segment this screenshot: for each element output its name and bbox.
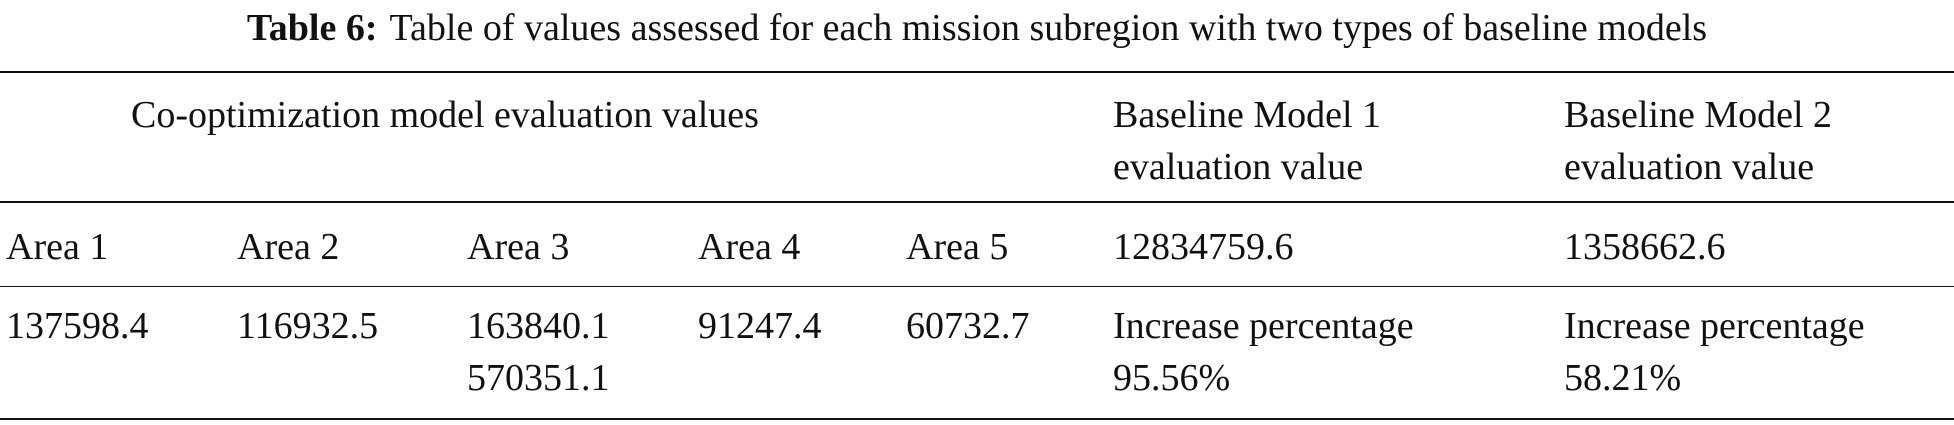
- row-rule: [0, 286, 1954, 287]
- cell-line: Co-optimization model evaluation values: [131, 94, 759, 136]
- table-cell: 60732.7: [906, 300, 1030, 352]
- cell-line: 95.56%: [1113, 357, 1231, 399]
- caption-text: Table of values assessed for each missio…: [389, 7, 1708, 49]
- header-cell: Baseline Model 1 evaluation value: [1113, 89, 1381, 193]
- table-cell: Area 4: [698, 221, 800, 273]
- table-cell: Area 1: [6, 221, 108, 273]
- table-cell: 137598.4: [6, 300, 149, 352]
- cell-line: 91247.4: [698, 305, 822, 347]
- table-cell: Increase percentage 95.56%: [1113, 300, 1414, 404]
- cell-line: Area 5: [906, 226, 1009, 268]
- caption: Table 6: Table of values assessed for eac…: [0, 6, 1954, 50]
- header-cell: Co-optimization model evaluation values: [131, 89, 759, 141]
- cell-line: Increase percentage: [1113, 305, 1414, 347]
- table-cell: 116932.5: [237, 300, 378, 352]
- cell-line: 570351.1: [467, 357, 610, 399]
- table-cell: 91247.4: [698, 300, 822, 352]
- cell-line: Area 1: [6, 226, 109, 268]
- caption-label: Table 6:: [246, 7, 378, 49]
- cell-line: evaluation value: [1113, 146, 1364, 188]
- cell-line: 137598.4: [6, 305, 149, 347]
- cell-line: 1358662.6: [1564, 226, 1726, 268]
- cell-line: Area 4: [698, 226, 801, 268]
- cell-line: 12834759.6: [1113, 226, 1294, 268]
- cell-line: 60732.7: [906, 305, 1030, 347]
- bottom-rule: [0, 418, 1954, 420]
- cell-line: 58.21%: [1564, 357, 1682, 399]
- table-cell: Area 5: [906, 221, 1008, 273]
- cell-line: 163840.1: [467, 305, 610, 347]
- cell-line: evaluation value: [1564, 146, 1815, 188]
- cell-line: Baseline Model 2: [1564, 94, 1833, 136]
- cell-line: 116932.5: [237, 305, 379, 347]
- header-cell: Baseline Model 2 evaluation value: [1564, 89, 1832, 193]
- table-cell: Area 2: [237, 221, 339, 273]
- header-rule: [0, 201, 1954, 203]
- top-rule: [0, 71, 1954, 73]
- table-cell: 1358662.6: [1564, 221, 1726, 273]
- cell-line: Area 3: [467, 226, 570, 268]
- table-cell: 12834759.6: [1113, 221, 1294, 273]
- table-cell: 163840.1 570351.1: [467, 300, 610, 404]
- table-cell: Area 3: [467, 221, 569, 273]
- cell-line: Baseline Model 1: [1113, 94, 1382, 136]
- cell-line: Area 2: [237, 226, 340, 268]
- table-cell: Increase percentage 58.21%: [1564, 300, 1865, 404]
- cell-line: Increase percentage: [1564, 305, 1865, 347]
